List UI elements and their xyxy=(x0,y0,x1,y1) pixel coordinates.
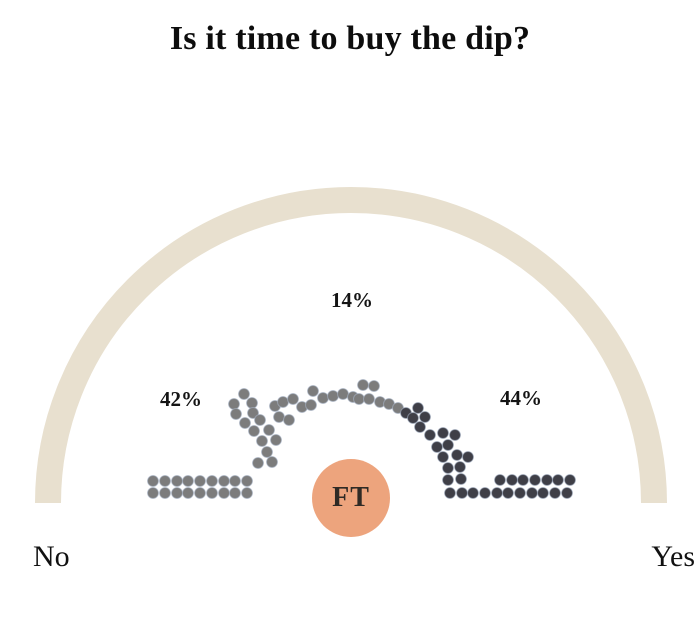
vote-dot-middle xyxy=(327,390,339,402)
vote-dot-yes xyxy=(414,421,426,433)
vote-dot-no xyxy=(238,388,250,400)
vote-dot-yes xyxy=(431,441,443,453)
vote-dot-no xyxy=(241,475,253,487)
vote-dot-middle xyxy=(307,385,319,397)
vote-dot-middle xyxy=(363,393,375,405)
percent-label-middle: 14% xyxy=(331,288,373,312)
vote-dot-yes xyxy=(479,487,491,499)
vote-dots-layer xyxy=(147,379,576,499)
vote-dot-yes xyxy=(549,487,561,499)
vote-dot-no xyxy=(252,457,264,469)
vote-dot-yes xyxy=(494,474,506,486)
vote-dot-no xyxy=(247,407,259,419)
vote-dot-middle xyxy=(368,380,380,392)
vote-dot-middle xyxy=(337,388,349,400)
vote-dot-no xyxy=(263,424,275,436)
vote-dot-no xyxy=(218,487,230,499)
gauge-arc-band xyxy=(35,187,667,504)
axis-label-no: No xyxy=(33,540,70,573)
vote-dot-no xyxy=(229,475,241,487)
vote-dot-yes xyxy=(407,412,419,424)
vote-dot-yes xyxy=(462,451,474,463)
vote-dot-no xyxy=(256,435,268,447)
vote-dot-no xyxy=(194,475,206,487)
vote-dot-no xyxy=(261,446,273,458)
vote-dot-no xyxy=(239,417,251,429)
vote-dot-yes xyxy=(437,427,449,439)
vote-dot-middle xyxy=(357,379,369,391)
vote-dot-no xyxy=(159,487,171,499)
vote-dot-yes xyxy=(506,474,518,486)
vote-dot-no xyxy=(206,475,218,487)
vote-dot-no xyxy=(182,475,194,487)
vote-dot-yes xyxy=(424,429,436,441)
vote-dot-middle xyxy=(287,393,299,405)
vote-dot-yes xyxy=(419,411,431,423)
vote-dot-no xyxy=(229,487,241,499)
vote-dot-no xyxy=(182,487,194,499)
vote-dot-yes xyxy=(537,487,549,499)
vote-dot-yes xyxy=(561,487,573,499)
vote-dot-middle xyxy=(353,393,365,405)
vote-dot-no xyxy=(270,434,282,446)
vote-dot-yes xyxy=(451,449,463,461)
vote-dot-yes xyxy=(455,473,467,485)
vote-dot-no xyxy=(246,397,258,409)
vote-dot-yes xyxy=(456,487,468,499)
percent-label-yes: 44% xyxy=(500,386,542,410)
vote-dot-no xyxy=(206,487,218,499)
vote-dot-yes xyxy=(449,429,461,441)
vote-dot-no xyxy=(147,487,159,499)
vote-dot-yes xyxy=(442,474,454,486)
vote-dot-middle xyxy=(283,414,295,426)
ft-logo-text: FT xyxy=(332,482,370,513)
vote-dot-no xyxy=(159,475,171,487)
vote-dot-no xyxy=(171,475,183,487)
percent-label-no: 42% xyxy=(160,387,202,411)
vote-dot-yes xyxy=(541,474,553,486)
vote-dot-no xyxy=(248,425,260,437)
vote-dot-yes xyxy=(517,474,529,486)
vote-dot-no xyxy=(230,408,242,420)
vote-dot-no xyxy=(241,487,253,499)
vote-dot-no xyxy=(254,414,266,426)
vote-dot-yes xyxy=(437,451,449,463)
axis-label-yes: Yes xyxy=(651,540,695,573)
vote-dot-yes xyxy=(442,439,454,451)
vote-dot-yes xyxy=(552,474,564,486)
vote-dot-yes xyxy=(514,487,526,499)
vote-dot-yes xyxy=(526,487,538,499)
vote-dot-no xyxy=(266,456,278,468)
vote-dot-yes xyxy=(444,487,456,499)
vote-dot-no xyxy=(147,475,159,487)
vote-dot-yes xyxy=(502,487,514,499)
vote-dot-yes xyxy=(491,487,503,499)
vote-dot-no xyxy=(171,487,183,499)
vote-dot-no xyxy=(218,475,230,487)
vote-dot-no xyxy=(228,398,240,410)
vote-dot-middle xyxy=(273,411,285,423)
vote-dot-no xyxy=(194,487,206,499)
vote-dot-middle xyxy=(305,399,317,411)
vote-dot-yes xyxy=(412,402,424,414)
vote-dot-middle xyxy=(277,396,289,408)
vote-dot-yes xyxy=(529,474,541,486)
vote-dot-yes xyxy=(454,461,466,473)
vote-dot-middle xyxy=(317,392,329,404)
vote-dot-yes xyxy=(442,462,454,474)
vote-dot-yes xyxy=(564,474,576,486)
vote-dot-yes xyxy=(467,487,479,499)
ft-logo-badge: FT xyxy=(312,459,390,537)
chart-title: Is it time to buy the dip? xyxy=(169,20,531,57)
